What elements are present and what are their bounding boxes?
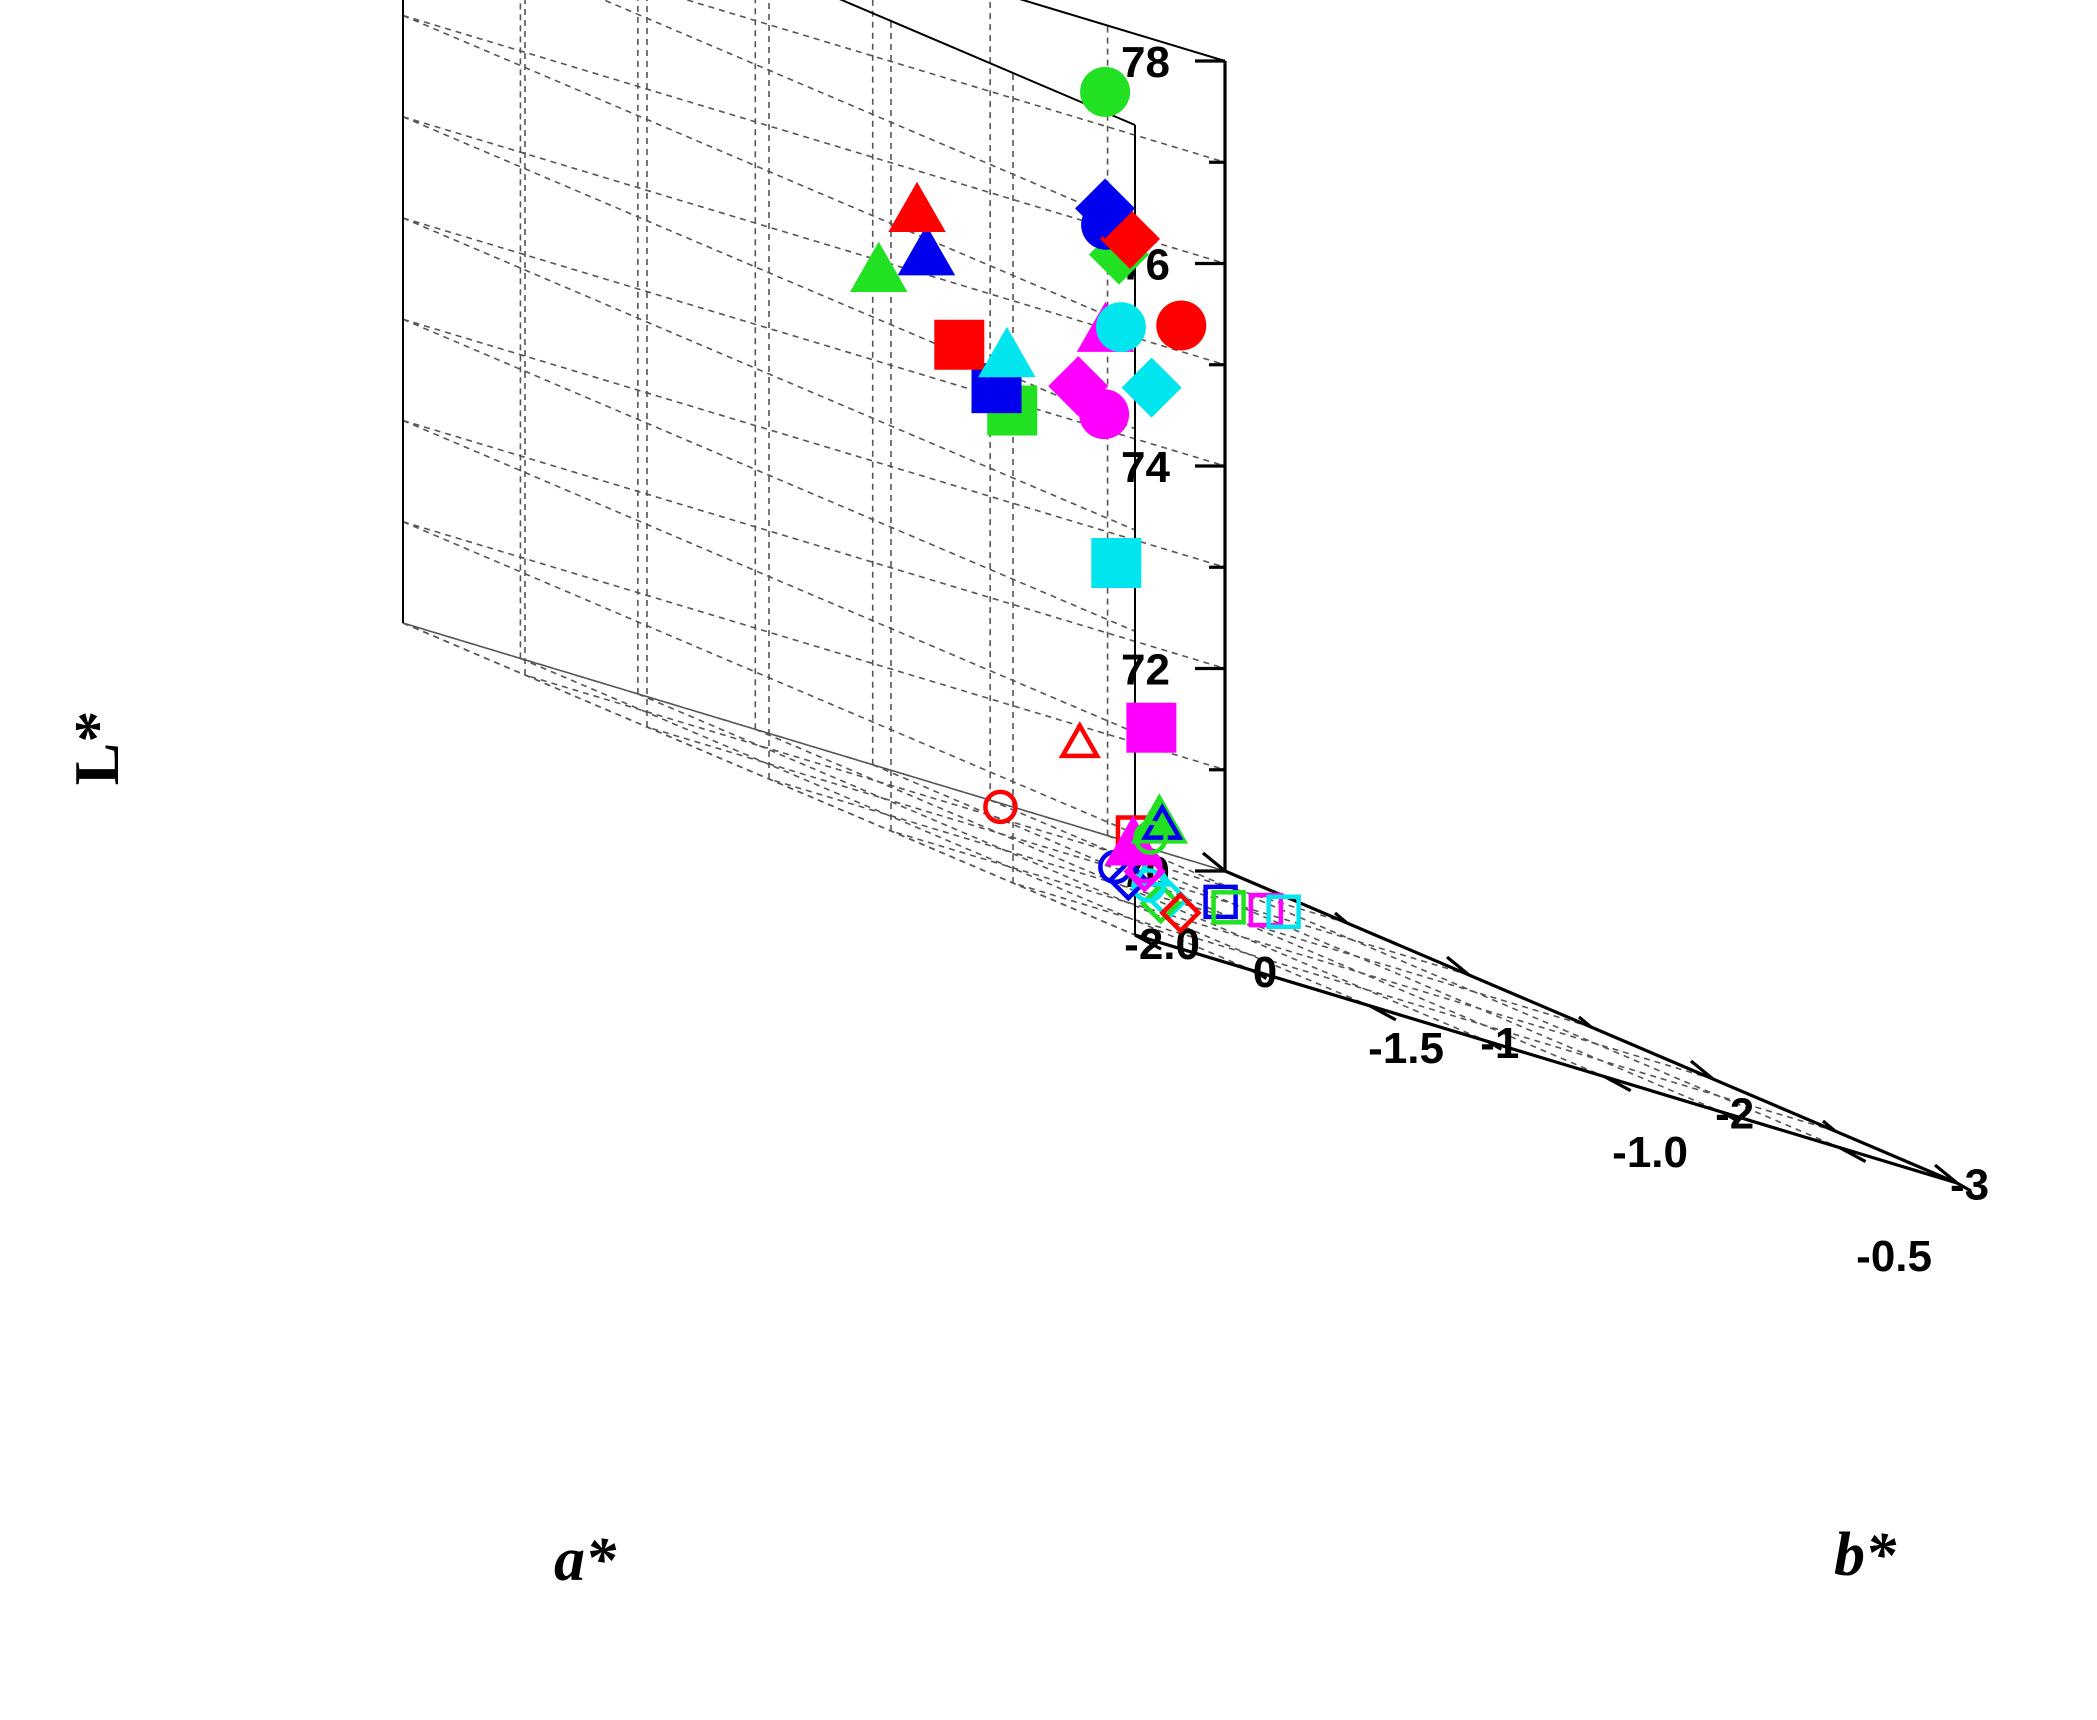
grid-line [402, 622, 1226, 872]
open-green-circle-marker [1133, 820, 1168, 855]
filled-blue-triangle-marker [897, 225, 956, 276]
filled-cyan-circle-marker [1095, 302, 1146, 353]
z-tick-label: 74 [1121, 443, 1170, 492]
grid-line [989, 799, 1723, 1113]
grid-line [402, 217, 1136, 531]
y-tick-mark [1251, 969, 1268, 980]
y-tick-label: -2 [1715, 1090, 1754, 1139]
x-tick-label: -1.5 [1368, 1024, 1444, 1073]
open-red-circle-marker [983, 789, 1018, 825]
open-red-diamond-marker [1159, 891, 1202, 935]
x-tick-mark [1689, 1059, 1715, 1081]
open-red-triangle-marker [1058, 721, 1101, 759]
grid-line [520, 657, 1253, 972]
filled-cyan-diamond-marker [1121, 357, 1182, 418]
x-tick-mark [1445, 955, 1471, 977]
open-blue-square-marker [1203, 884, 1238, 920]
x-tick-mark [1577, 1015, 1593, 1029]
grid-line [754, 728, 1488, 1043]
y-tick-label: 0 [1253, 948, 1277, 997]
grid-line [402, 521, 1136, 835]
y-tick-mark [1956, 1181, 1972, 1193]
open-green-square-marker [1211, 890, 1246, 925]
grid-line [890, 830, 1714, 1080]
z-tick-label: 78 [1121, 38, 1170, 87]
y-axis-title: b* [1834, 1521, 1897, 1589]
data-points [849, 66, 1301, 935]
y-tick-mark [1369, 1004, 1397, 1022]
x-tick-mark [1201, 851, 1227, 873]
y-tick-mark [1603, 1075, 1632, 1093]
filled-magenta-diamond-marker [1048, 356, 1109, 417]
filled-magenta-square-marker [1126, 702, 1177, 753]
z-tick-label: 72 [1121, 646, 1170, 695]
grid-line [684, 0, 1226, 164]
grid-line [524, 674, 1348, 924]
box-edge [839, 0, 1136, 126]
x-tick-mark [1333, 911, 1349, 925]
filled-blue-diamond-marker [1075, 178, 1136, 239]
y-tick-mark [1838, 1146, 1867, 1163]
grid-line [1020, 0, 1226, 62]
grid-lines [402, 0, 1958, 1184]
y-tick-mark [1486, 1039, 1503, 1051]
grid-line [402, 318, 1226, 569]
filled-red-square-marker [934, 319, 985, 370]
box-edge [1019, 0, 1226, 62]
open-magenta-square-marker [1248, 892, 1284, 928]
x-tick-mark [1933, 1163, 1959, 1185]
filled-green-circle-marker [1080, 66, 1131, 117]
y-tick-mark [1134, 933, 1162, 951]
y-tick-mark [1721, 1110, 1737, 1122]
y-tick-label: -1 [1480, 1019, 1519, 1068]
grid-line [646, 726, 1470, 976]
filled-cyan-square-marker [1091, 538, 1142, 589]
grid-line [402, 14, 1136, 329]
grid-line [602, 0, 1136, 227]
open-green-diamond-marker [1139, 882, 1182, 925]
x-tick-label: -0.5 [1856, 1232, 1932, 1281]
grid-line [402, 622, 1136, 936]
filled-green-triangle-marker [849, 241, 908, 292]
grid-line [402, 318, 1136, 632]
grid-line [1012, 882, 1836, 1132]
z-axis-title: L* [61, 711, 132, 786]
grid-line [402, 520, 1226, 771]
x-tick-label: -1.0 [1612, 1128, 1688, 1177]
x-tick-label: -2.0 [1124, 920, 1200, 969]
y-tick-label: -3 [1950, 1161, 1989, 1210]
x-tick-mark [1821, 1119, 1837, 1133]
grid-line [402, 419, 1136, 734]
axis-titles: L* a* b* [61, 711, 1897, 1594]
filled-red-triangle-marker [888, 181, 946, 233]
x-axis-title: a* [554, 1526, 617, 1594]
grid-line [637, 693, 1371, 1007]
grid-line [402, 115, 1226, 366]
filled-red-circle-marker [1156, 300, 1207, 351]
filled-cyan-triangle-marker [978, 326, 1036, 378]
grid-line [402, 419, 1226, 670]
open-cyan-square-marker [1266, 894, 1301, 930]
axis-lines [402, 0, 1972, 1193]
y-axis-line [1134, 933, 1958, 1185]
